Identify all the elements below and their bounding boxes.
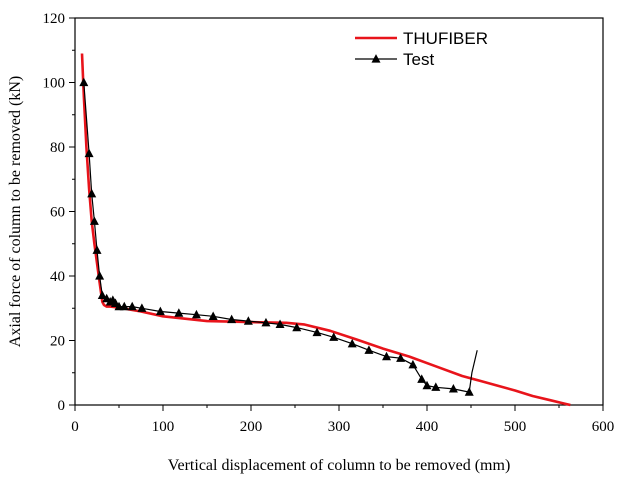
y-tick-label: 60 [50,205,65,221]
series-line-test [82,81,478,393]
y-tick-label: 40 [50,269,65,285]
test-data-point [329,332,339,341]
x-tick-label: 300 [328,419,351,435]
test-data-point [79,77,89,87]
test-data-point [243,316,253,325]
test-data-point [137,303,147,312]
y-axis-label: Axial force of column to be removed (kN) [7,76,24,347]
test-data-point [417,374,427,383]
y-tick-label: 80 [50,140,65,156]
legend: THUFIBER Test [355,29,488,69]
test-data-point [127,301,137,311]
legend-label-thufiber: THUFIBER [403,29,488,48]
test-data-point [87,188,97,198]
y-tick-label: 120 [43,11,66,27]
y-tick-label: 100 [43,76,66,92]
x-tick-label: 500 [504,419,527,435]
legend-marker-test [371,54,381,63]
x-tick-label: 100 [152,419,175,435]
axis-ticks: 0 100 200 300 400 500 600 0 20 40 60 80 100 120 [43,11,615,435]
test-data-point [89,216,99,225]
x-tick-label: 200 [240,419,263,435]
plot-frame [74,17,604,406]
test-data-point [119,301,129,311]
test-data-point [208,311,218,320]
test-data-point [382,351,392,361]
test-data-point [92,245,102,254]
test-data-point [347,338,357,348]
test-data-point [312,327,322,337]
y-tick-label: 0 [58,398,66,414]
x-axis-label: Vertical displacement of column to be re… [168,457,511,474]
test-data-point [364,345,374,354]
plot-area-border [74,17,604,406]
test-data-point [292,322,302,332]
x-tick-label: 0 [71,419,79,435]
test-data-point [191,309,201,319]
test-data-point [155,306,165,316]
test-data-point [227,314,237,324]
series-layer [79,53,571,407]
x-tick-label: 400 [416,419,439,435]
test-data-point [422,380,432,390]
series-line-thufiber [80,53,571,407]
test-data-point [174,308,184,317]
test-data-point [84,148,94,158]
legend-label-test: Test [403,50,434,69]
test-data-point [95,271,105,280]
test-data-point [431,382,441,391]
test-data-point [396,353,406,362]
test-data-point [275,319,285,329]
test-data-point [464,387,474,396]
test-data-point [448,384,458,393]
x-tick-label: 600 [592,419,615,435]
test-data-point [408,359,418,369]
test-data-point [261,317,271,327]
test-data-point [97,290,107,299]
y-tick-label: 20 [50,334,65,350]
